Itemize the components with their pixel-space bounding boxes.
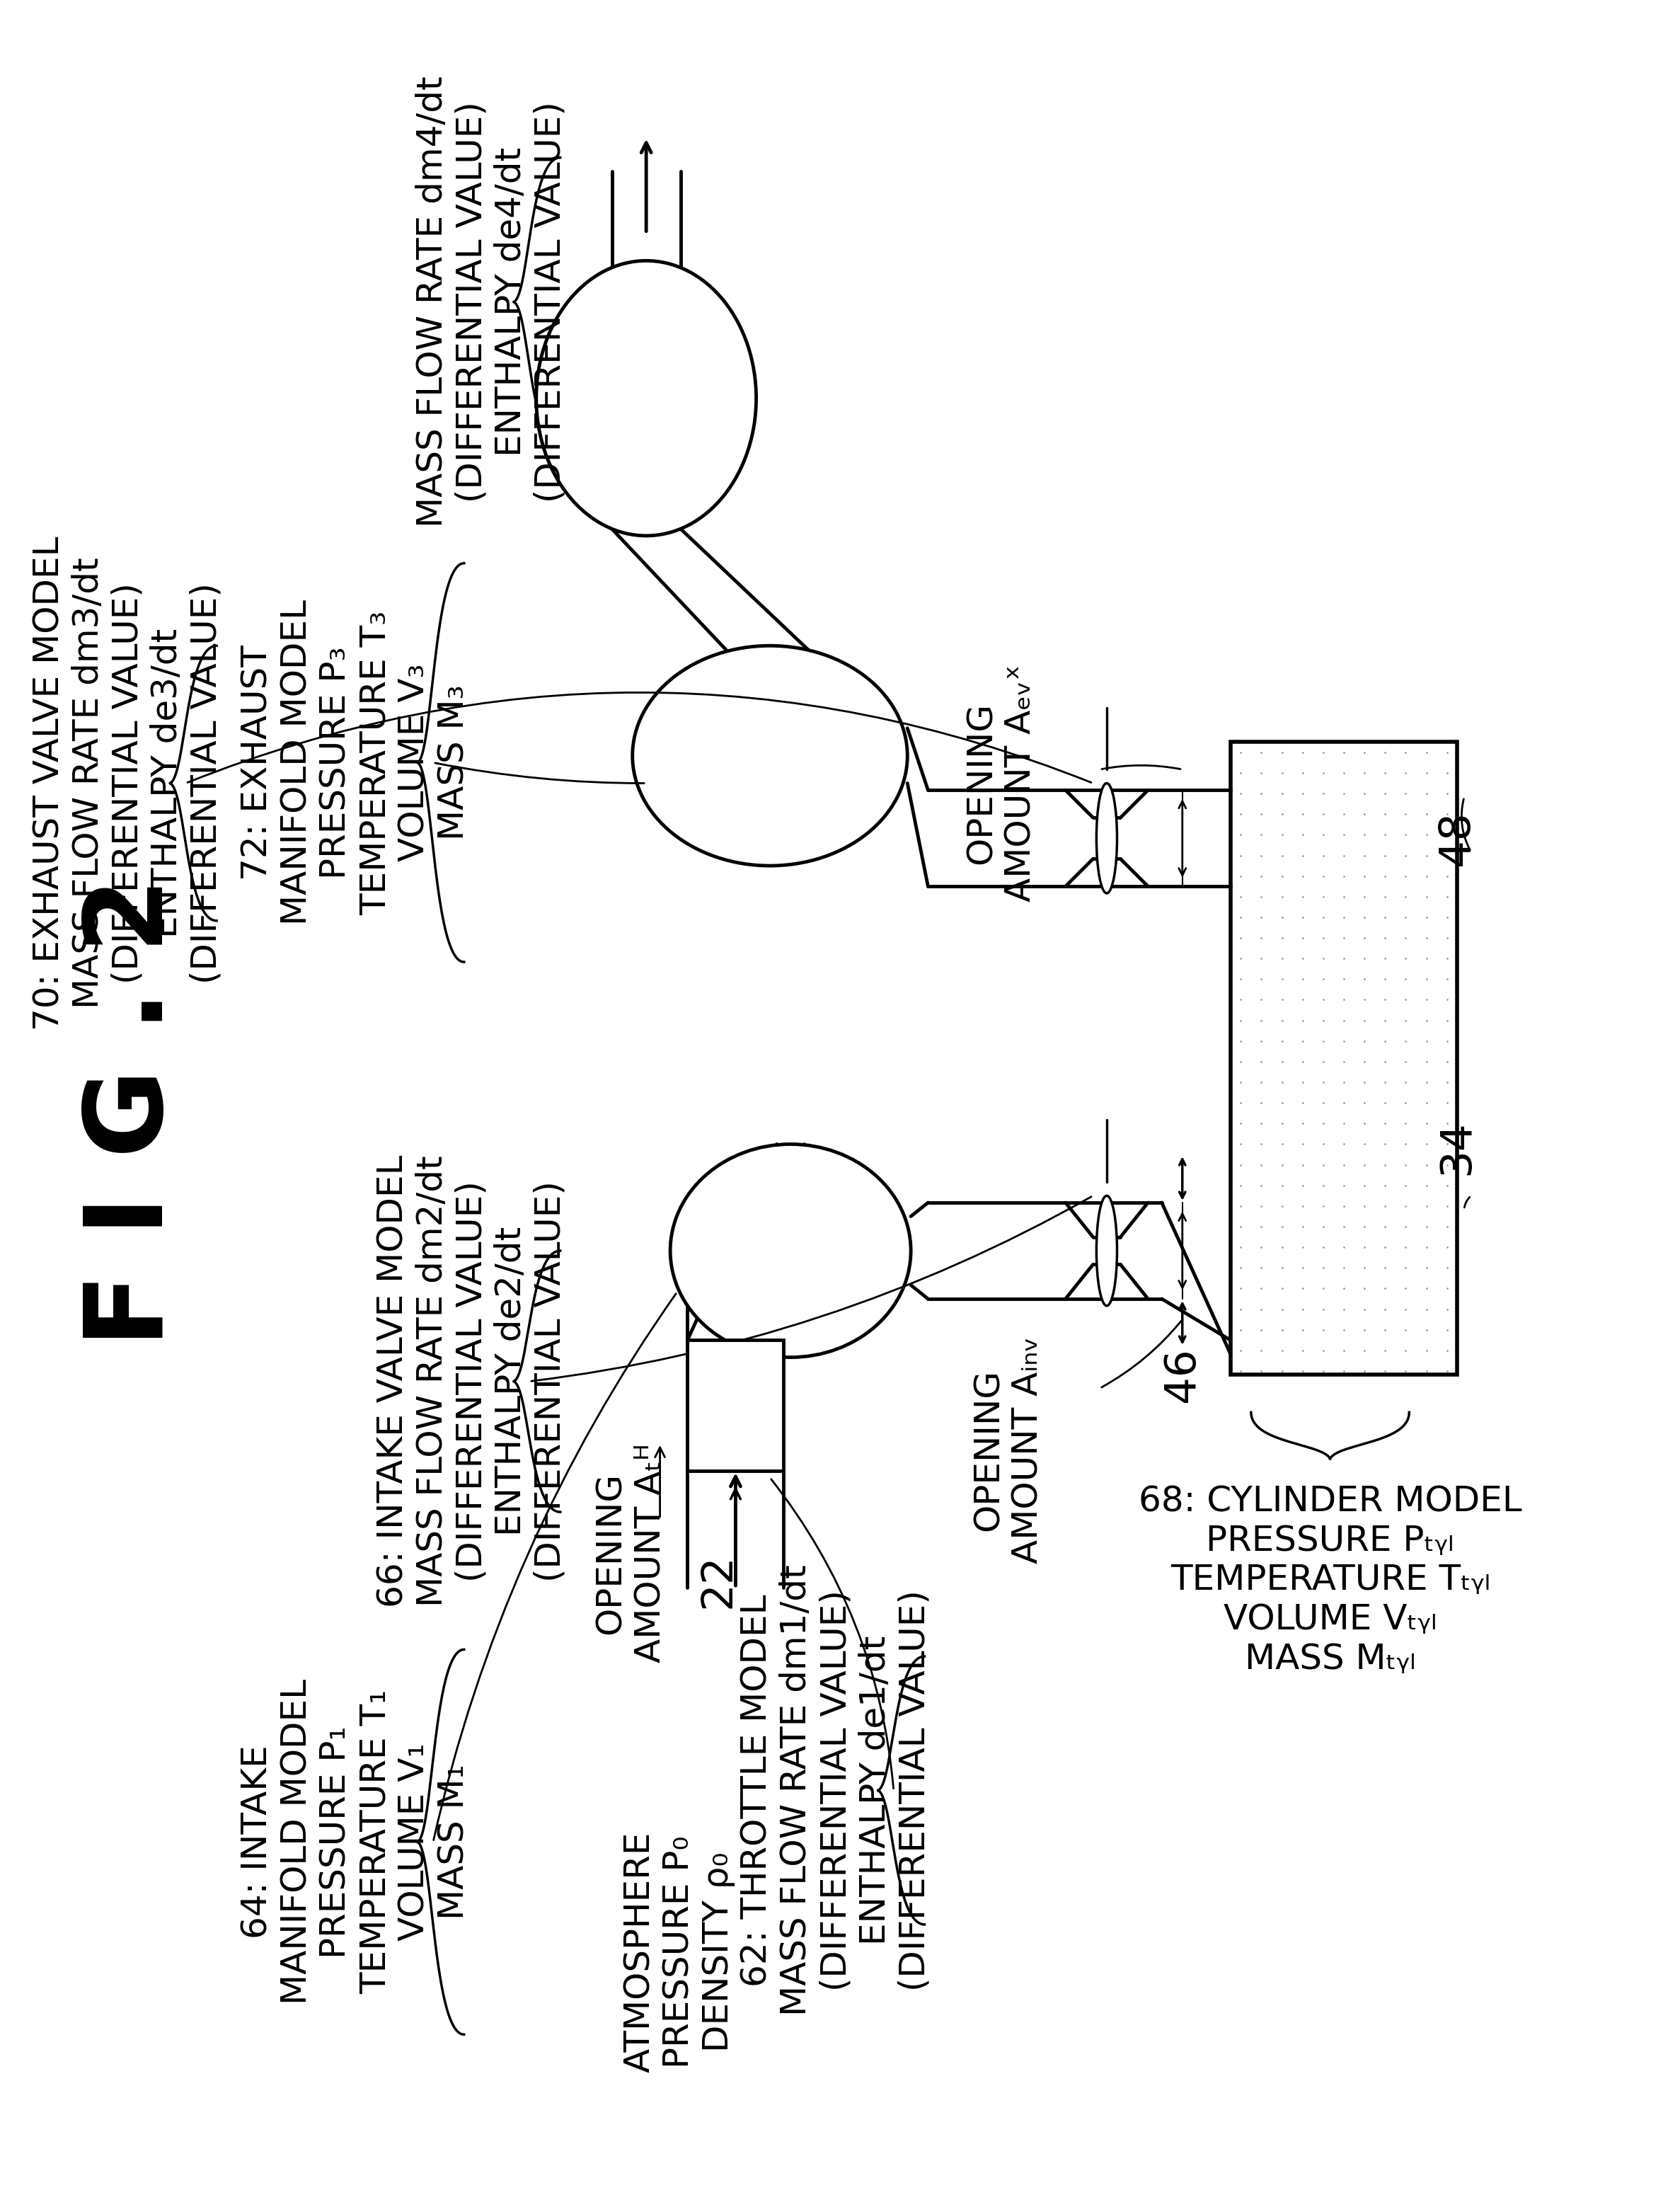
Bar — [687, 1340, 783, 1472]
Text: 48: 48 — [1436, 810, 1478, 865]
Text: OPENING
AMOUNT Aₑᵥˣ: OPENING AMOUNT Aₑᵥˣ — [964, 664, 1038, 902]
Text: OPENING
AMOUNT Aᵢₙᵥ: OPENING AMOUNT Aᵢₙᵥ — [971, 1336, 1045, 1564]
Text: 46: 46 — [1161, 1347, 1203, 1402]
Text: 22: 22 — [697, 1553, 739, 1607]
Text: MASS FLOW RATE dm4/dt
(DIFFERENTIAL VALUE)
ENTHALPY de4/dt
(DIFFERENTIAL VALUE): MASS FLOW RATE dm4/dt (DIFFERENTIAL VALU… — [415, 77, 568, 528]
Text: 62: THROTTLE MODEL
MASS FLOW RATE dm1/dt
(DIFFERENTIAL VALUE)
ENTHALPY de1/dt
(D: 62: THROTTLE MODEL MASS FLOW RATE dm1/dt… — [741, 1564, 931, 2017]
Ellipse shape — [1097, 1196, 1117, 1305]
Bar — [1230, 742, 1457, 1375]
Text: 68: CYLINDER MODEL
PRESSURE Pₜᵧₗ
TEMPERATURE Tₜᵧₗ
VOLUME Vₜᵧₗ
MASS Mₜᵧₗ: 68: CYLINDER MODEL PRESSURE Pₜᵧₗ TEMPERA… — [1139, 1485, 1522, 1675]
Text: 70: EXHAUST VALVE MODEL
MASS FLOW RATE dm3/dt
(DIFFERENTIAL VALUE)
ENTHALPY de3/: 70: EXHAUST VALVE MODEL MASS FLOW RATE d… — [32, 537, 223, 1031]
Ellipse shape — [536, 261, 756, 537]
Text: 34: 34 — [1436, 1119, 1478, 1176]
Text: 66: INTAKE VALVE MODEL
MASS FLOW RATE dm2/dt
(DIFFERENTIAL VALUE)
ENTHALPY de2/d: 66: INTAKE VALVE MODEL MASS FLOW RATE dm… — [376, 1154, 568, 1607]
Text: 64: INTAKE
MANIFOLD MODEL
PRESSURE P₁
TEMPERATURE T₁
VOLUME V₁
MASS M₁: 64: INTAKE MANIFOLD MODEL PRESSURE P₁ TE… — [240, 1680, 470, 2004]
Text: ATMOSPHERE
PRESSURE P₀
DENSITY ρ₀: ATMOSPHERE PRESSURE P₀ DENSITY ρ₀ — [623, 1831, 736, 2072]
Ellipse shape — [632, 646, 907, 865]
Text: OPENING
AMOUNT Aₜᵸ: OPENING AMOUNT Aₜᵸ — [593, 1443, 667, 1662]
Text: F I G . 2: F I G . 2 — [81, 878, 186, 1347]
Text: 72: EXHAUST
MANIFOLD MODEL
PRESSURE P₃
TEMPERATURE T₃
VOLUME V₃
MASS M₃: 72: EXHAUST MANIFOLD MODEL PRESSURE P₃ T… — [240, 600, 470, 926]
Ellipse shape — [1097, 784, 1117, 894]
Ellipse shape — [670, 1143, 911, 1358]
